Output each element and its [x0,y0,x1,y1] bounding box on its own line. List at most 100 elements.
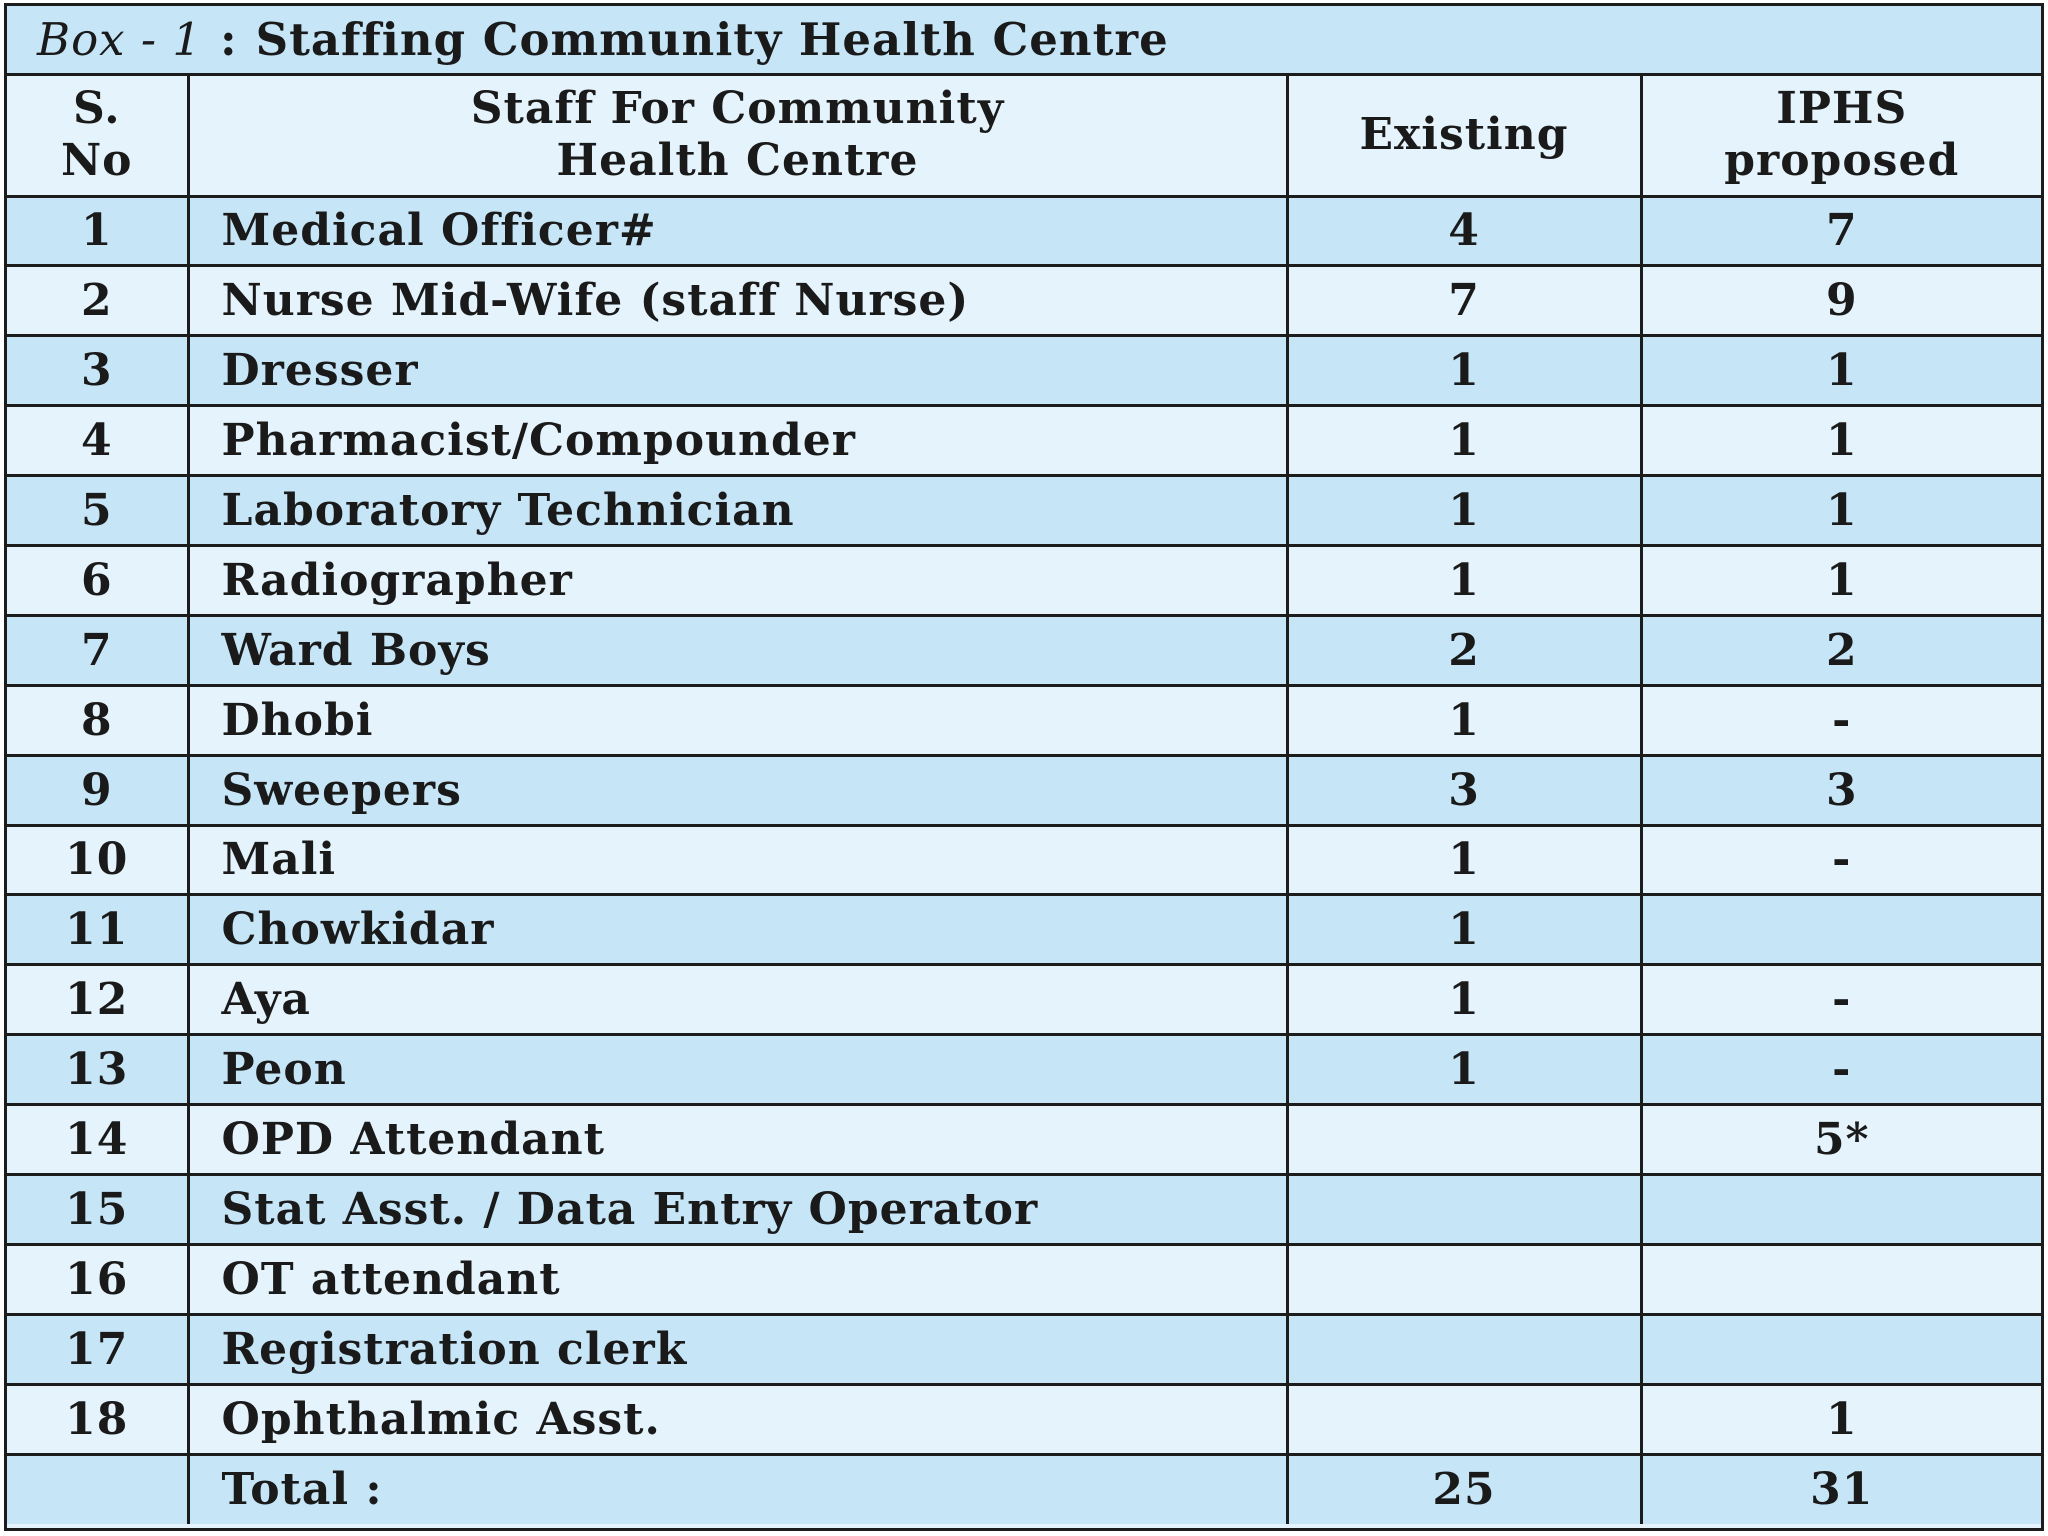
staff-cell: Mali [186,823,1289,897]
table-body: 1 Medical Officer# 4 7 2 Nurse Mid-Wife … [7,194,2041,1524]
table-row: 14 OPD Attendant 5* [7,1103,2041,1176]
existing-cell: 1 [1285,893,1643,967]
iphs-cell: 1 [1639,543,2041,617]
existing-cell: 4 [1285,194,1643,268]
sno-cell: 15 [7,1172,190,1246]
existing-cell [1285,1312,1643,1386]
existing-cell [1285,1172,1643,1246]
existing-cell [1285,1242,1643,1316]
staff-cell: Sweepers [186,753,1289,827]
sno-cell: 9 [7,753,190,827]
table-row: 16 OT attendant [7,1242,2041,1316]
existing-cell: 1 [1285,683,1643,757]
table-row: 6 Radiographer 1 1 [7,543,2041,617]
sno-cell: 3 [7,334,190,408]
iphs-cell [1639,1242,2041,1316]
table-row: 8 Dhobi 1 - [7,683,2041,757]
sno-cell: 11 [7,893,190,967]
col-header-existing: Existing [1285,76,1643,198]
table-row: 18 Ophthalmic Asst. 1 [7,1382,2041,1456]
staff-cell: Chowkidar [186,893,1289,967]
iphs-cell: 1 [1639,1382,2041,1456]
existing-cell: 1 [1285,334,1643,408]
box-caption: Box - 1 : Staffing Community Health Cent… [7,6,2041,76]
col-header-staff-line1: Staff For Community [470,83,1005,135]
staff-cell: Ophthalmic Asst. [186,1382,1289,1456]
sno-cell: 10 [7,823,190,897]
sno-cell: 18 [7,1382,190,1456]
col-header-iphs-line1: IPHS [1776,83,1908,135]
sno-cell: 12 [7,963,190,1037]
col-header-iphs-line2: proposed [1724,135,1960,187]
total-row: Total : 25 31 [7,1452,2041,1524]
staff-cell: Aya [186,963,1289,1037]
table-row: 13 Peon 1 - [7,1033,2041,1107]
staffing-table: S. No Staff For Community Health Centre … [7,76,2041,1524]
iphs-cell [1639,893,2041,967]
box-number: Box - 1 [37,13,202,66]
existing-cell [1285,1382,1643,1456]
caption-separator: : [219,13,238,66]
iphs-cell: 2 [1639,613,2041,687]
existing-cell [1285,1103,1643,1176]
col-header-staff-line2: Health Centre [556,135,919,187]
iphs-cell: 1 [1639,334,2041,408]
total-label: Total : [186,1452,1289,1524]
staff-cell: Registration clerk [186,1312,1289,1386]
table-row: 5 Laboratory Technician 1 1 [7,474,2041,547]
staffing-box: Box - 1 : Staffing Community Health Cent… [4,3,2044,1531]
sno-cell: 17 [7,1312,190,1386]
existing-cell: 3 [1285,753,1643,827]
existing-cell: 1 [1285,543,1643,617]
iphs-cell: 1 [1639,404,2041,478]
sno-cell: 7 [7,613,190,687]
staff-cell: OPD Attendant [186,1103,1289,1176]
table-row: 15 Stat Asst. / Data Entry Operator [7,1172,2041,1246]
sno-cell: 1 [7,194,190,268]
iphs-cell [1639,1312,2041,1386]
sno-cell: 4 [7,404,190,478]
box-title: Staffing Community Health Centre [255,13,1169,66]
header-row: S. No Staff For Community Health Centre … [7,76,2041,198]
staff-cell: Medical Officer# [186,194,1289,268]
staff-cell: Pharmacist/Compounder [186,404,1289,478]
sno-cell: 2 [7,264,190,338]
iphs-cell: 9 [1639,264,2041,338]
sno-cell: 16 [7,1242,190,1316]
staff-cell: Nurse Mid-Wife (staff Nurse) [186,264,1289,338]
col-header-sno-line1: S. [72,83,121,135]
col-header-iphs: IPHS proposed [1639,76,2041,198]
col-header-staff: Staff For Community Health Centre [186,76,1289,198]
existing-cell: 1 [1285,404,1643,478]
sno-cell: 6 [7,543,190,617]
existing-cell: 1 [1285,963,1643,1037]
iphs-cell: - [1639,1033,2041,1107]
staff-cell: Dresser [186,334,1289,408]
existing-cell: 2 [1285,613,1643,687]
table-row: 4 Pharmacist/Compounder 1 1 [7,404,2041,478]
iphs-cell [1639,1172,2041,1246]
total-existing: 25 [1285,1452,1643,1524]
sno-cell: 8 [7,683,190,757]
iphs-cell: 5* [1639,1103,2041,1176]
existing-cell: 1 [1285,823,1643,897]
table-row: 3 Dresser 1 1 [7,334,2041,408]
table-row: 2 Nurse Mid-Wife (staff Nurse) 7 9 [7,264,2041,338]
iphs-cell: 3 [1639,753,2041,827]
table-row: 11 Chowkidar 1 [7,893,2041,967]
iphs-cell: - [1639,683,2041,757]
table-row: 17 Registration clerk [7,1312,2041,1386]
iphs-cell: 1 [1639,474,2041,547]
staff-cell: Peon [186,1033,1289,1107]
staff-cell: OT attendant [186,1242,1289,1316]
sno-cell: 14 [7,1103,190,1176]
col-header-sno-line2: No [60,135,133,187]
iphs-cell: - [1639,823,2041,897]
table-row: 12 Aya 1 - [7,963,2041,1037]
total-sno-cell [7,1452,190,1524]
iphs-cell: - [1639,963,2041,1037]
total-iphs: 31 [1639,1452,2041,1524]
table-row: 7 Ward Boys 2 2 [7,613,2041,687]
staff-cell: Radiographer [186,543,1289,617]
existing-cell: 1 [1285,1033,1643,1107]
